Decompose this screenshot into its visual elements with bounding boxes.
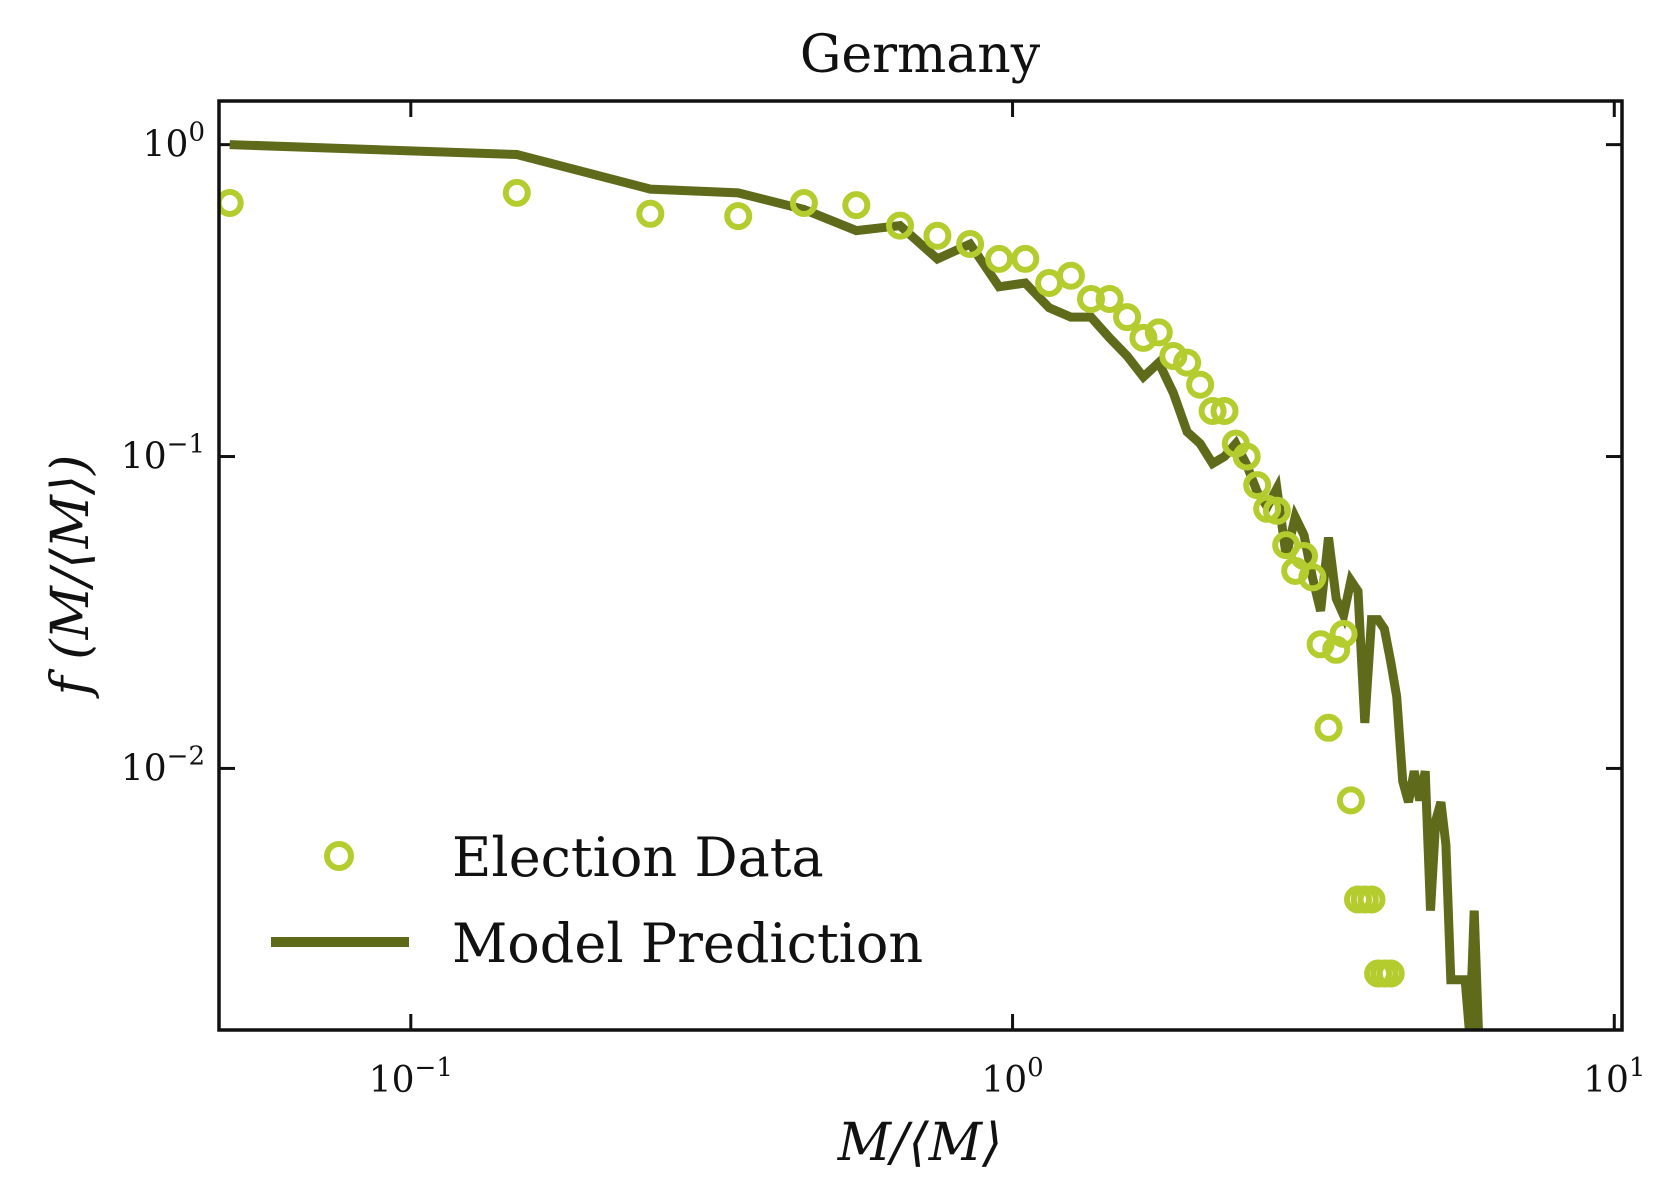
legend-label-model-prediction: Model Prediction [452, 912, 923, 975]
x-axis-label: M/⟨M⟩ [837, 1113, 1003, 1173]
data-point-election-0 [219, 189, 244, 217]
data-point-election-14 [1095, 285, 1124, 313]
data-point-election-17 [1144, 318, 1173, 347]
data-point-election-39 [1357, 885, 1386, 914]
data-point-election-11 [1035, 269, 1064, 297]
data-point-election-36 [1336, 786, 1365, 815]
data-point-election-24 [1232, 442, 1261, 471]
data-point-election-19 [1173, 348, 1202, 377]
x-tick-label-2: 101 [1583, 1053, 1645, 1101]
data-point-election-4 [789, 189, 818, 217]
chart-title: Germany [800, 25, 1041, 85]
y-axis-label: f (M/⟨M⟩) [41, 455, 101, 700]
data-point-election-32 [1306, 630, 1335, 659]
data-point-election-22 [1210, 397, 1239, 425]
x-tick-label-1: 100 [981, 1053, 1043, 1101]
data-point-election-25 [1243, 471, 1272, 500]
data-point-election-8 [956, 230, 985, 258]
data-point-election-7 [923, 221, 952, 250]
data-point-election-6 [886, 211, 914, 240]
data-point-election-31 [1298, 563, 1327, 592]
legend-marker-election-data [324, 841, 354, 871]
data-point-election-27 [1262, 496, 1291, 525]
data-point-election-42 [1376, 959, 1405, 988]
data-point-election-3 [724, 202, 753, 231]
data-point-election-2 [636, 199, 665, 228]
data-point-election-10 [1011, 244, 1040, 273]
y-tick-label-1: 10−1 [121, 430, 205, 478]
legend: Election Data Model Prediction [271, 826, 923, 975]
data-point-election-21 [1198, 397, 1227, 425]
data-point-election-33 [1314, 713, 1343, 742]
data-point-election-1 [502, 178, 531, 207]
y-tick-label-2: 10−2 [121, 741, 205, 789]
data-point-election-12 [1056, 261, 1085, 290]
data-point-election-5 [842, 191, 871, 220]
data-point-election-16 [1129, 323, 1158, 352]
data-point-election-9 [985, 244, 1014, 273]
data-point-election-15 [1113, 303, 1142, 332]
axis-ticks [219, 101, 1622, 1030]
series-line-model-prediction [229, 140, 1483, 1030]
legend-label-election-data: Election Data [452, 826, 824, 889]
plot-frame [217, 99, 1624, 1032]
y-tick-label-0: 100 [143, 118, 205, 166]
data-point-election-20 [1186, 370, 1215, 399]
series-layer [219, 140, 1483, 1030]
data-point-election-35 [1329, 619, 1358, 648]
tick-labels: 10−1 100 101 100 10−1 10−2 [121, 118, 1646, 1101]
data-point-election-18 [1159, 342, 1188, 370]
data-point-election-13 [1077, 285, 1105, 313]
x-tick-label-0: 10−1 [369, 1053, 453, 1101]
